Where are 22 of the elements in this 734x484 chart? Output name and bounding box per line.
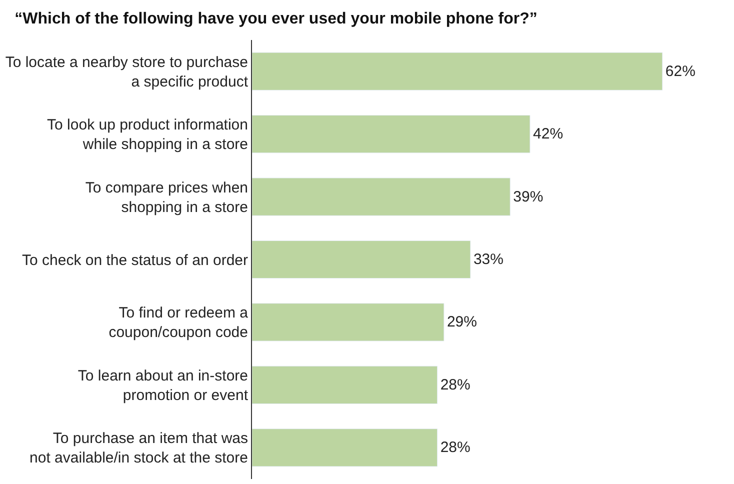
y-tick-label: To look up product information while shopping in a store	[47, 116, 248, 154]
data-label: 28%	[440, 376, 470, 394]
data-label: 42%	[533, 126, 564, 143]
y-tick-label: To compare prices when shopping in a store	[85, 179, 248, 216]
y-tick-label: To locate a nearby store to purchase a specific product	[5, 54, 249, 90]
y-tick-label: To find or redeem a coupon/coupon code	[108, 304, 249, 342]
bar	[252, 366, 438, 404]
chart-title: “Which of the following have you ever used your mobile phone for?”	[14, 10, 538, 28]
bar	[252, 303, 444, 342]
bar	[252, 115, 530, 154]
bar	[252, 52, 663, 90]
bar	[252, 428, 438, 467]
data-label: 33%	[473, 251, 504, 268]
data-label: 62%	[665, 62, 696, 80]
data-label: 28%	[440, 439, 470, 456]
y-tick-label: To purchase an item that was not available/in stock at the store	[30, 430, 248, 467]
data-label: 39%	[513, 188, 544, 206]
bar	[252, 178, 510, 216]
data-label: 29%	[446, 314, 477, 331]
y-tick-label: To learn about an in-store promotion or event	[78, 367, 249, 404]
y-tick-label: To check on the status of an order	[22, 252, 248, 269]
bar	[252, 240, 471, 279]
